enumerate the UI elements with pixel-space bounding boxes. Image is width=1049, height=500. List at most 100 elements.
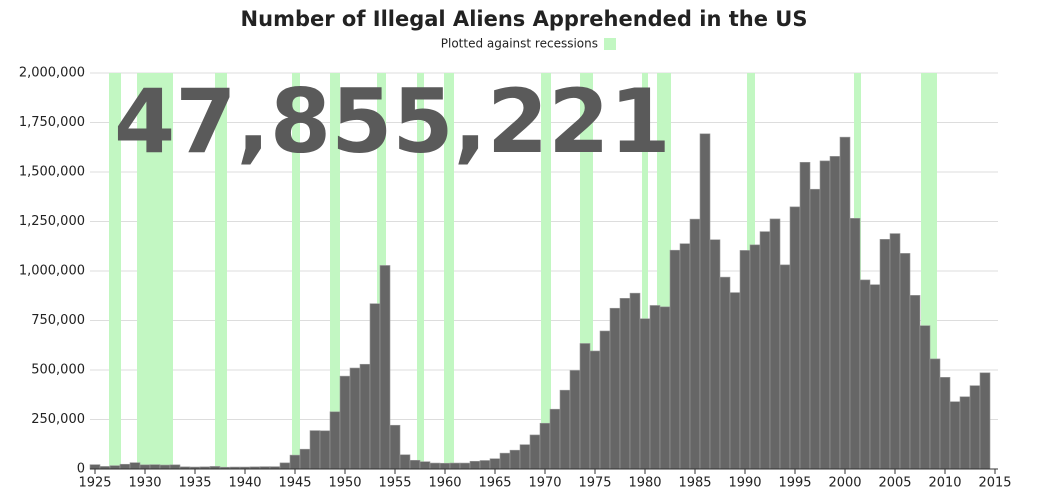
recession	[292, 73, 300, 469]
bar	[299, 448, 311, 470]
bar	[849, 218, 861, 470]
bar	[639, 318, 651, 470]
bar	[719, 276, 731, 470]
bar	[489, 458, 501, 470]
bar	[439, 462, 451, 470]
bar	[919, 325, 931, 470]
bar	[949, 401, 961, 470]
bar	[959, 396, 971, 470]
x-tick-label: 1935	[178, 476, 211, 491]
bar	[649, 305, 661, 470]
bar	[459, 462, 471, 470]
bar	[319, 430, 331, 470]
bar	[819, 160, 831, 470]
bar	[749, 244, 761, 470]
bar	[829, 156, 841, 470]
bar	[809, 188, 821, 470]
y-tick-label: 0	[77, 462, 85, 477]
bar	[339, 375, 351, 470]
bar	[159, 464, 171, 470]
bar	[939, 377, 951, 470]
bar	[889, 233, 901, 470]
bar	[559, 389, 571, 470]
axes: 0 250,000 500,000 750,000 1,000,000 1,250,000…	[19, 66, 1012, 491]
bar	[779, 264, 791, 470]
bar	[449, 462, 461, 470]
y-tick-label: 1,500,000	[19, 165, 85, 180]
bar	[419, 461, 431, 470]
bar	[769, 218, 781, 470]
recession	[137, 73, 173, 469]
bar	[509, 449, 521, 470]
bar	[409, 459, 421, 470]
bar	[619, 298, 631, 470]
bar	[969, 385, 981, 470]
bar	[479, 460, 491, 470]
x-tick-label: 1945	[278, 476, 311, 491]
x-tick-label: 1965	[478, 476, 511, 491]
bar	[379, 265, 391, 470]
bar	[169, 464, 181, 470]
bar	[279, 462, 291, 470]
recession	[444, 73, 454, 469]
bar	[129, 462, 141, 470]
x-tick-label: 1970	[528, 476, 561, 491]
bar	[859, 279, 871, 470]
legend-label: Plotted against recessions	[441, 37, 598, 51]
y-tick-label: 250,000	[31, 412, 85, 427]
bar	[469, 460, 481, 470]
x-tick-label: 2010	[928, 476, 961, 491]
bar	[109, 465, 121, 470]
bars	[89, 133, 991, 470]
bar	[929, 358, 941, 470]
bar	[389, 424, 401, 470]
x-tick-label: 1990	[728, 476, 761, 491]
x-tick-label: 1985	[678, 476, 711, 491]
bar	[679, 243, 691, 470]
recession	[109, 73, 121, 469]
bar	[289, 454, 301, 470]
bar	[689, 218, 701, 470]
bar	[839, 136, 851, 470]
y-tick-label: 1,000,000	[19, 264, 85, 279]
chart-title: Number of Illegal Aliens Apprehended in …	[241, 7, 808, 31]
bar	[529, 434, 541, 470]
bar	[539, 422, 551, 470]
bar	[429, 462, 441, 470]
y-tick-label: 500,000	[31, 363, 85, 378]
bar	[799, 161, 811, 470]
bar	[899, 253, 911, 470]
bar	[349, 367, 361, 470]
x-tick-label: 2000	[828, 476, 861, 491]
recession	[417, 73, 424, 469]
bar	[869, 284, 881, 470]
bar	[669, 249, 681, 470]
bar	[739, 250, 751, 470]
bar	[789, 206, 801, 470]
x-tick-label: 2015	[978, 476, 1011, 491]
bar	[729, 292, 741, 470]
bar	[699, 133, 711, 470]
recession	[642, 73, 648, 469]
bar	[329, 411, 341, 470]
bar	[519, 444, 531, 470]
bar	[359, 363, 371, 470]
bar	[119, 463, 131, 470]
bar	[909, 295, 921, 470]
y-tick-label: 750,000	[31, 313, 85, 328]
recession	[215, 73, 227, 469]
bar	[759, 231, 771, 470]
x-tick-label: 1995	[778, 476, 811, 491]
recession	[541, 73, 551, 469]
bar	[569, 370, 581, 470]
bar	[629, 292, 641, 470]
bar	[609, 307, 621, 470]
x-tick-label: 1960	[428, 476, 461, 491]
bar	[709, 239, 721, 470]
legend-swatch	[604, 38, 616, 50]
bar	[399, 454, 411, 470]
bar	[139, 464, 151, 470]
bar	[579, 343, 591, 470]
x-tick-label: 1940	[228, 476, 261, 491]
